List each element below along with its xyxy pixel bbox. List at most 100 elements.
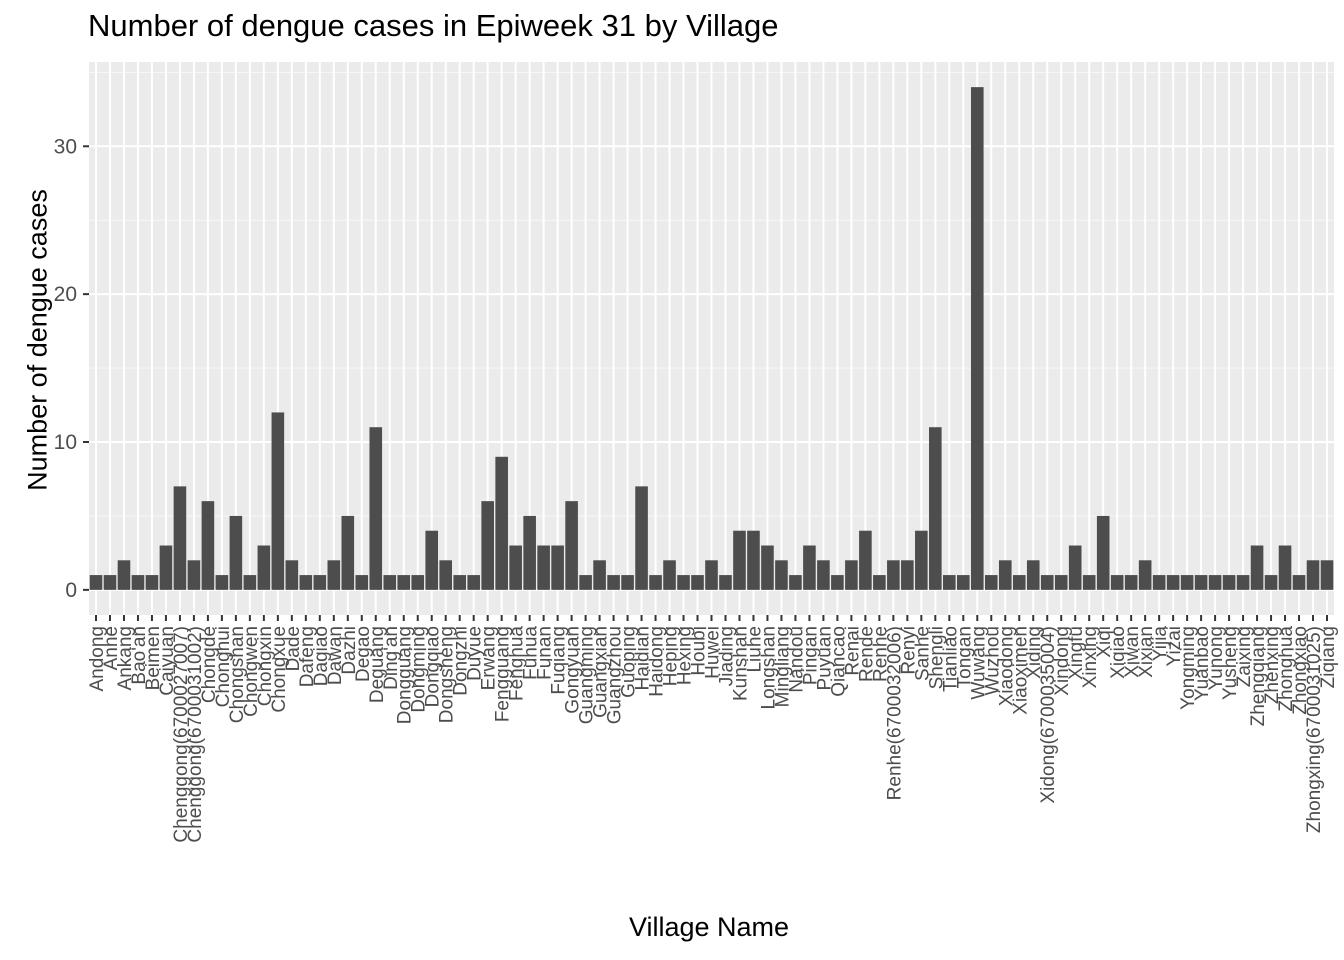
bar	[565, 501, 578, 590]
x-tick-label: Dongqiao	[423, 626, 444, 707]
bar	[1124, 575, 1138, 590]
x-tick-label: Xindong	[1052, 626, 1073, 696]
x-tick-label: Heping	[661, 626, 682, 686]
x-tick-label: Wuwang	[968, 626, 989, 700]
bar	[201, 501, 215, 590]
bar	[1068, 545, 1082, 590]
bar	[1040, 575, 1054, 590]
x-tick-label: Chongshan	[227, 626, 248, 723]
bar	[901, 560, 914, 590]
x-tick-label: Guangming	[577, 626, 598, 724]
x-tick-label: Wuzhou	[982, 626, 1003, 695]
bar	[1194, 575, 1208, 590]
x-tick-label: Shengli	[926, 626, 947, 689]
x-tick-label: Renyi	[898, 626, 919, 675]
y-tick-label: 20	[54, 283, 77, 306]
bar	[131, 575, 145, 590]
x-axis: AndongAnheAnkangBao'anBeimenCaiyuanCheng…	[87, 615, 1339, 843]
x-tick-label: Xiding	[1024, 626, 1045, 679]
bar	[831, 575, 844, 590]
x-tick-label: Dafeng	[297, 626, 318, 687]
bar	[537, 545, 550, 590]
bar	[943, 575, 956, 590]
bar	[817, 560, 830, 590]
x-tick-label: Zhongxing(6700031025)	[1304, 626, 1325, 833]
x-tick-label: Zhonghua	[1276, 626, 1297, 712]
x-tick-label: Qiancao	[828, 626, 849, 697]
x-tick-label: Chenggong(6700031002)	[185, 626, 206, 843]
bar	[761, 545, 774, 590]
x-tick-label: Tongan	[954, 626, 975, 688]
x-tick-label: Kunshan	[730, 626, 751, 701]
x-tick-label: Chongxin	[255, 626, 276, 706]
x-tick-label: Degao	[353, 626, 374, 682]
x-tick-label: Caiyuan	[157, 626, 178, 696]
bar	[929, 427, 942, 590]
x-tick-label: Zhenxing	[1262, 626, 1283, 704]
bar	[747, 530, 760, 590]
x-tick-label: Rende	[856, 626, 877, 682]
bar	[1026, 560, 1040, 590]
bar	[635, 486, 648, 590]
bar	[649, 575, 662, 590]
bar	[313, 575, 327, 590]
bar	[789, 575, 802, 590]
bar	[229, 515, 243, 590]
x-tick-label: Fenghua	[507, 626, 528, 701]
bar	[873, 575, 886, 590]
bar	[1180, 575, 1194, 590]
x-tick-label: Andong	[87, 626, 108, 692]
bar	[411, 575, 425, 590]
chart-title: Number of dengue cases in Epiweek 31 by …	[88, 8, 779, 43]
x-tick-label: Yongming	[1178, 626, 1199, 710]
x-tick-label: Xiaoximen	[1010, 626, 1031, 715]
x-tick-label: Haidian	[633, 626, 654, 690]
bar	[1110, 575, 1124, 590]
x-tick-label: Dongming	[409, 626, 430, 713]
x-tick-label: Huwei	[703, 626, 724, 679]
x-tick-label: Fuhua	[521, 626, 542, 680]
y-axis: 0 10 20 30	[54, 135, 89, 602]
x-tick-label: Pingan	[800, 626, 821, 685]
bar	[915, 530, 928, 590]
x-tick-label: Guangxian	[591, 626, 612, 718]
bar	[453, 575, 466, 590]
bar	[1082, 575, 1096, 590]
bar	[803, 545, 816, 590]
x-tick-label: Fuqiang	[549, 626, 570, 695]
bar	[173, 486, 187, 590]
bar	[1320, 560, 1334, 590]
x-tick-label: Xiwan	[1122, 626, 1143, 678]
x-tick-label: Zaixing	[1234, 626, 1255, 687]
bar	[383, 575, 397, 590]
bar	[439, 560, 453, 590]
x-tick-label: Ziqiang	[1318, 626, 1339, 688]
bar	[1292, 575, 1306, 590]
bar	[984, 575, 998, 590]
x-tick-label: Guangzhou	[605, 626, 626, 724]
x-tick-label: Haidong	[647, 626, 668, 697]
bar	[327, 560, 341, 590]
x-tick-label: Beimen	[143, 626, 164, 690]
x-tick-label: Mingliang	[772, 626, 793, 707]
bar	[509, 545, 522, 590]
x-tick-label: Nandou	[786, 626, 807, 693]
x-tick-label: Yusheng	[1220, 626, 1241, 700]
bar	[1250, 545, 1264, 590]
bar	[467, 575, 480, 590]
x-tick-label: Xinxing	[1080, 626, 1101, 688]
x-tick-label: Fengguang	[493, 626, 514, 722]
bar	[341, 515, 355, 590]
x-tick-label: Deguang	[367, 626, 388, 703]
x-tick-label: Tianliao	[940, 626, 961, 692]
x-tick-label: Xingfu	[1066, 626, 1087, 680]
bar	[705, 560, 718, 590]
x-tick-label: Dade	[283, 626, 304, 671]
x-tick-label: Renhe	[870, 626, 891, 682]
x-tick-label: Chongwen	[241, 626, 262, 717]
x-tick-label: Anhe	[101, 626, 122, 670]
bar	[481, 501, 494, 590]
bar	[859, 530, 872, 590]
bar	[285, 560, 299, 590]
